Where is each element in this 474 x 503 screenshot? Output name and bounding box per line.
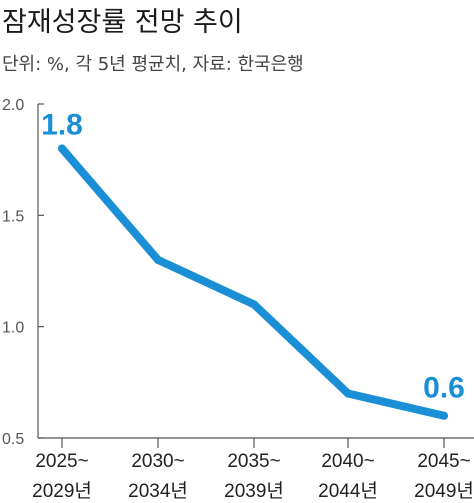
x-tick-label: 2039년	[224, 480, 284, 502]
data-point	[58, 144, 66, 153]
series-layer	[58, 144, 448, 420]
x-tick-label: 2035~	[227, 451, 280, 472]
x-tick-label: 2025~	[35, 451, 88, 472]
y-tick-label: 0.5	[2, 431, 24, 448]
y-tick-label: 2.0	[2, 97, 24, 114]
label-layer: 1.8 0.6	[41, 109, 465, 405]
data-point	[154, 255, 162, 264]
data-label: 0.6	[423, 372, 465, 405]
data-label: 1.8	[41, 109, 83, 142]
y-tick-label: 1.5	[2, 208, 24, 225]
series-line	[58, 144, 448, 420]
x-tick-label: 2030~	[131, 451, 184, 472]
y-tick-label: 1.0	[2, 320, 24, 337]
chart-title: 잠재성장률 전망 추이	[2, 7, 243, 38]
x-tick-label: 2040~	[321, 451, 374, 472]
x-tick-label: 2029년	[32, 480, 92, 502]
x-tick-label: 2045~	[417, 451, 470, 472]
x-tick-label: 2049년	[414, 480, 474, 502]
data-point	[440, 411, 448, 420]
data-point	[344, 389, 352, 398]
axis-layer: 2.0 1.5 1.0 0.5 2025~ 2029년 2030~ 2034년 2035~ 203…	[2, 97, 474, 502]
data-point	[250, 300, 258, 309]
x-tick-label: 2034년	[128, 480, 188, 502]
chart-subtitle: 단위: %, 각 5년 평균치, 자료: 한국은행	[2, 54, 304, 75]
x-tick-label: 2044년	[318, 480, 378, 502]
